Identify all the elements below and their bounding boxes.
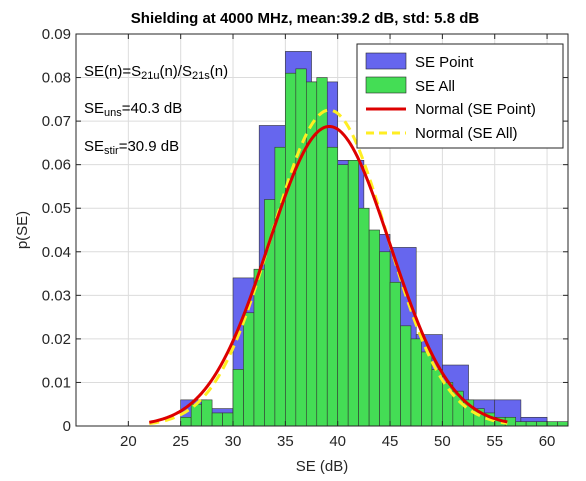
x-tick-label: 40 bbox=[329, 433, 346, 450]
x-tick-label: 50 bbox=[434, 433, 451, 450]
se-all-bar bbox=[421, 351, 433, 427]
plot-frame bbox=[75, 33, 569, 427]
legend: SE Point SE All Normal (SE Point) Normal… bbox=[356, 43, 564, 149]
chart-title: Shielding at 4000 MHz, mean:39.2 dB, std… bbox=[131, 10, 480, 27]
legend-label-normal-all: Normal (SE All) bbox=[415, 125, 518, 142]
y-tick-label: 0.06 bbox=[42, 157, 71, 174]
annotation-se-stir: SEstir=30.9 dB bbox=[84, 138, 179, 157]
x-tick-label: 60 bbox=[539, 433, 556, 450]
se-all-bar bbox=[515, 421, 527, 427]
y-tick-label: 0.09 bbox=[42, 26, 71, 43]
annotations: SE(n)=S21u(n)/S21s(n) SEuns=40.3 dB SEst… bbox=[84, 63, 228, 157]
normal-se-all-curve bbox=[149, 108, 508, 426]
se-all-bar bbox=[232, 369, 244, 427]
se-all-bar bbox=[285, 72, 297, 427]
se-all-bar bbox=[180, 416, 192, 427]
se-all-bar bbox=[337, 164, 349, 427]
x-tick-label: 20 bbox=[120, 433, 137, 450]
se-all-bar bbox=[442, 382, 454, 427]
x-axis-ticks: 20 25 30 35 40 45 50 55 60 bbox=[120, 34, 555, 450]
x-tick-label: 30 bbox=[225, 433, 242, 450]
normal-se-point-curve bbox=[149, 124, 508, 424]
se-all-bar bbox=[326, 146, 339, 427]
x-tick-label: 35 bbox=[277, 433, 294, 450]
se-all-bar bbox=[222, 412, 234, 427]
x-tick-label: 45 bbox=[382, 433, 399, 450]
y-tick-label: 0.03 bbox=[42, 287, 71, 304]
se-all-bar bbox=[211, 412, 223, 427]
annotation-se-definition: SE(n)=S21u(n)/S21s(n) bbox=[84, 63, 228, 82]
y-tick-label: 0.04 bbox=[42, 244, 71, 261]
se-all-bar bbox=[400, 325, 412, 427]
y-tick-label: 0.01 bbox=[42, 374, 71, 391]
y-tick-label: 0.08 bbox=[42, 70, 71, 87]
se-all-bar bbox=[295, 68, 307, 427]
se-all-bar bbox=[243, 312, 255, 427]
se-all-bar bbox=[274, 146, 286, 427]
annotation-se-uns: SEuns=40.3 dB bbox=[84, 100, 182, 119]
legend-swatch-se-all bbox=[365, 76, 407, 94]
x-tick-label: 25 bbox=[172, 433, 189, 450]
y-axis-ticks: 0 0.01 0.02 0.03 0.04 0.05 0.06 0.07 0.08 0.09 bbox=[42, 26, 568, 435]
legend-label-normal-point: Normal (SE Point) bbox=[415, 101, 536, 118]
y-tick-label: 0 bbox=[63, 418, 71, 435]
se-all-bar bbox=[253, 268, 265, 427]
legend-label-se-all: SE All bbox=[415, 78, 455, 95]
se-all-bar bbox=[525, 421, 537, 427]
se-all-bar bbox=[536, 421, 548, 427]
se-all-bar bbox=[557, 421, 569, 427]
y-tick-label: 0.02 bbox=[42, 331, 71, 348]
x-axis-label: SE (dB) bbox=[296, 458, 349, 475]
y-tick-label: 0.05 bbox=[42, 200, 71, 217]
legend-swatch-se-point bbox=[365, 52, 407, 70]
se-all-bar bbox=[389, 281, 401, 427]
se-all-bar bbox=[379, 251, 391, 427]
se-all-bar bbox=[358, 207, 370, 427]
normal-curves bbox=[149, 108, 508, 426]
se-all-bars bbox=[180, 68, 569, 427]
se-all-bar bbox=[368, 229, 380, 427]
se-all-bar bbox=[546, 421, 558, 427]
y-tick-label: 0.07 bbox=[42, 113, 71, 130]
x-tick-label: 55 bbox=[486, 433, 503, 450]
se-all-bar bbox=[410, 338, 422, 427]
se-all-bar bbox=[190, 403, 202, 427]
se-all-bar bbox=[201, 399, 213, 427]
legend-label-se-point: SE Point bbox=[415, 54, 474, 71]
y-axis-label: p(SE) bbox=[14, 211, 31, 249]
se-all-bar bbox=[347, 160, 359, 427]
